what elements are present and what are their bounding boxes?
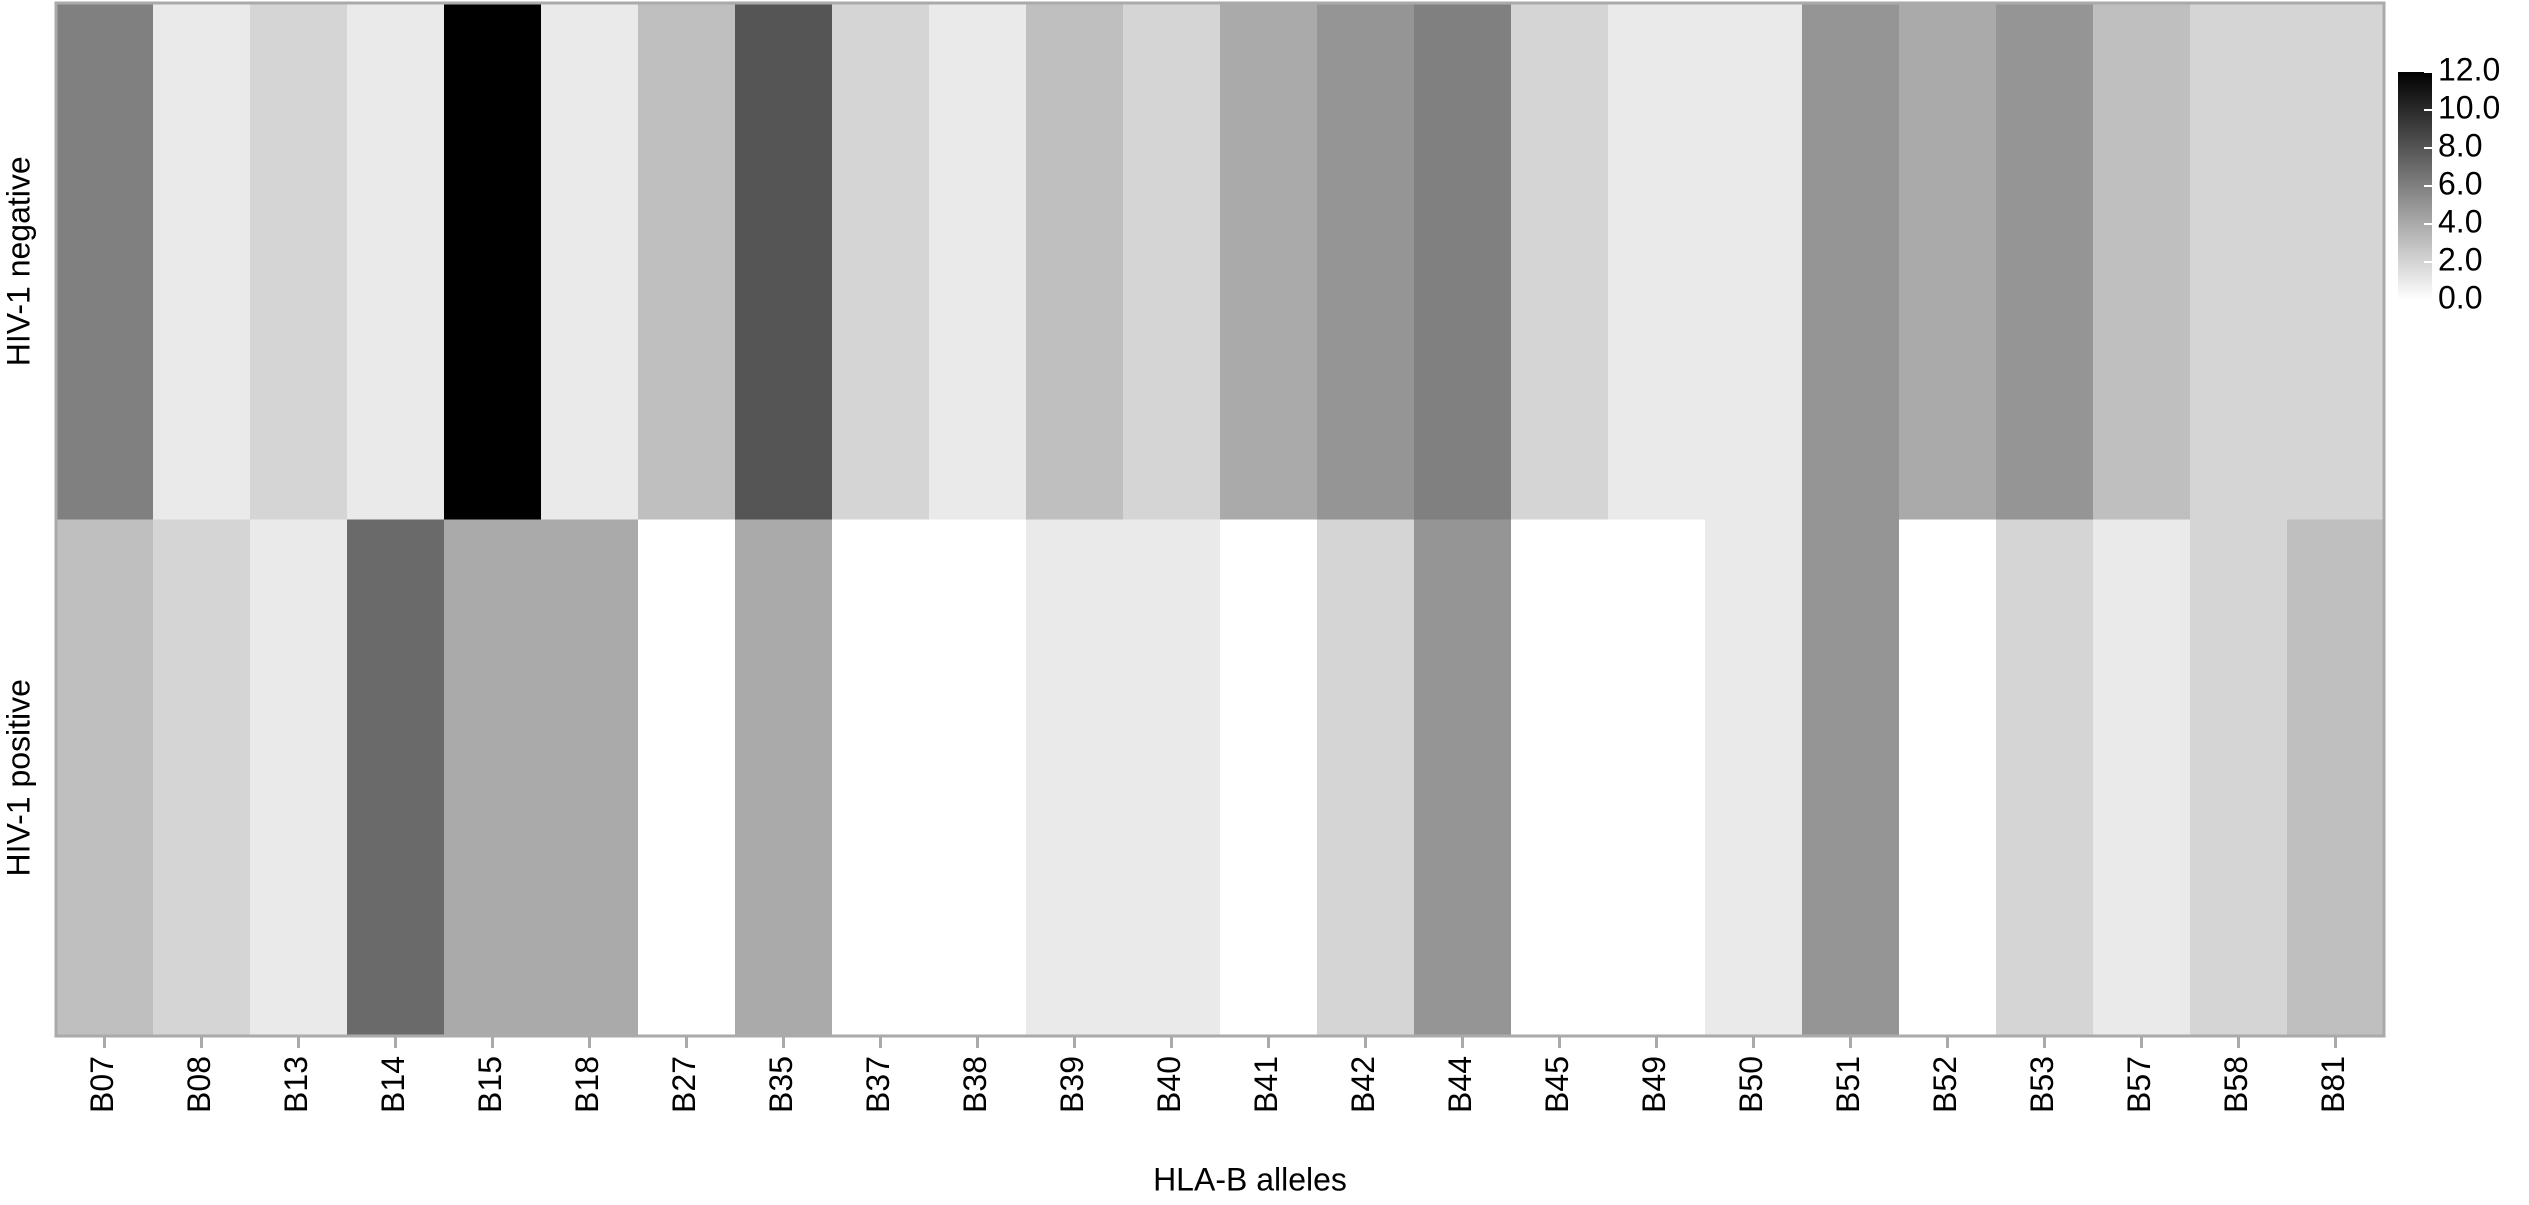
- heat-cell: [1123, 519, 1221, 1037]
- colorbar-tick-label: 0.0: [2438, 279, 2482, 315]
- heat-cell: [1414, 3, 1512, 520]
- heat-cell: [735, 519, 833, 1037]
- heat-cell: [1705, 3, 1803, 520]
- heat-cell: [1123, 3, 1221, 520]
- heat-cell: [1026, 519, 1124, 1037]
- colorbar-tick-label: 12.0: [2438, 51, 2500, 87]
- y-tick-label: HIV-1 positive: [0, 679, 36, 876]
- y-tick-label: HIV-1 negative: [0, 156, 36, 366]
- colorbar-tick-label: 4.0: [2438, 203, 2482, 239]
- heat-cell: [250, 3, 348, 520]
- heat-cell: [541, 519, 639, 1037]
- colorbar-tick-label: 8.0: [2438, 127, 2482, 163]
- heat-cell: [929, 3, 1027, 520]
- x-tick-label: B07: [84, 1056, 120, 1113]
- heat-cell: [1705, 519, 1803, 1037]
- colorbar-tick-label: 6.0: [2438, 165, 2482, 201]
- heat-cell: [1317, 3, 1415, 520]
- heat-cell: [1608, 519, 1706, 1037]
- heat-cell: [444, 519, 542, 1037]
- heat-cell: [832, 519, 930, 1037]
- heat-cell: [541, 3, 639, 520]
- heat-cell: [1608, 3, 1706, 520]
- x-tick-label: B13: [278, 1056, 314, 1113]
- heat-cell: [1802, 3, 1900, 520]
- x-tick-label: B45: [1539, 1056, 1575, 1113]
- x-tick-label: B27: [666, 1056, 702, 1113]
- heat-cell: [1996, 519, 2094, 1037]
- x-tick-label: B44: [1442, 1056, 1478, 1113]
- plot-frame: [54, 1, 2386, 1038]
- x-tick-label: B14: [375, 1056, 411, 1113]
- heat-cell: [1220, 3, 1318, 520]
- heat-cell: [638, 3, 736, 520]
- heat-cell: [444, 3, 542, 520]
- heat-cell: [2093, 519, 2191, 1037]
- x-tick-label: B53: [2024, 1056, 2060, 1113]
- heat-cell: [347, 3, 445, 520]
- heat-cell: [2190, 519, 2288, 1037]
- x-tick-label: B35: [763, 1056, 799, 1113]
- heat-cell: [1802, 519, 1900, 1037]
- heat-cell: [250, 519, 348, 1037]
- x-tick-label: B15: [472, 1056, 508, 1113]
- heat-cell: [832, 3, 930, 520]
- x-tick-label: B42: [1345, 1056, 1381, 1113]
- x-tick-label: B41: [1248, 1056, 1284, 1113]
- heat-cell: [2287, 519, 2385, 1037]
- heat-cell: [1317, 519, 1415, 1037]
- heat-cell: [1511, 519, 1609, 1037]
- x-tick-label: B49: [1636, 1056, 1672, 1113]
- heat-cell: [1511, 3, 1609, 520]
- heat-cell: [638, 519, 736, 1037]
- heat-cell: [2093, 3, 2191, 520]
- x-tick-label: B40: [1151, 1056, 1187, 1113]
- heat-cell: [1899, 519, 1997, 1037]
- heat-cell: [929, 519, 1027, 1037]
- heat-cell: [1414, 519, 1512, 1037]
- x-tick-label: B08: [181, 1056, 217, 1113]
- x-tick-label: B39: [1054, 1056, 1090, 1113]
- x-tick-label: B51: [1830, 1056, 1866, 1113]
- x-tick-label: B37: [860, 1056, 896, 1113]
- x-tick-label: B50: [1733, 1056, 1769, 1113]
- x-tick-label: B58: [2218, 1056, 2254, 1113]
- x-tick-label: B81: [2315, 1056, 2351, 1113]
- heat-cell: [1996, 3, 2094, 520]
- heat-cell: [2190, 3, 2288, 520]
- heat-cell: [153, 519, 251, 1037]
- heat-cell: [735, 3, 833, 520]
- x-tick-label: B57: [2121, 1056, 2157, 1113]
- x-tick-label: B18: [569, 1056, 605, 1113]
- heat-cell: [153, 3, 251, 520]
- heat-cell: [1026, 3, 1124, 520]
- x-tick-label: B38: [957, 1056, 993, 1113]
- x-axis-title: HLA-B alleles: [1153, 1161, 1347, 1197]
- heat-cell: [56, 519, 154, 1037]
- heat-cell: [347, 519, 445, 1037]
- heat-cell: [1899, 3, 1997, 520]
- x-tick-label: B52: [1927, 1056, 1963, 1113]
- heat-cell: [56, 3, 154, 520]
- colorbar-tick-label: 10.0: [2438, 89, 2500, 125]
- heat-cell: [1220, 519, 1318, 1037]
- heat-cell: [2287, 3, 2385, 520]
- colorbar-tick-label: 2.0: [2438, 241, 2482, 277]
